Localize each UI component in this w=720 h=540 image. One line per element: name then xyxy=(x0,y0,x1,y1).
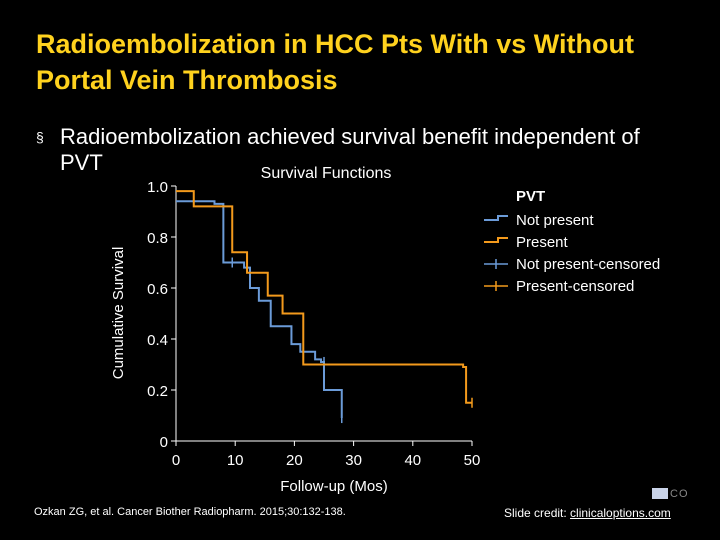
slide-title: Radioembolization in HCC Pts With vs Wit… xyxy=(36,29,634,95)
bullet-text: Radioembolization achieved survival bene… xyxy=(60,124,640,175)
x-axis-label: Follow-up (Mos) xyxy=(280,478,388,495)
legend-label: Not present xyxy=(516,212,594,229)
series-line xyxy=(176,190,472,404)
bullet-point: § Radioembolization achieved survival ben… xyxy=(36,124,696,176)
legend-title: PVT xyxy=(516,188,545,205)
credit-link[interactable]: clinicaloptions.com xyxy=(570,506,671,520)
y-tick-label: 0 xyxy=(160,434,168,451)
y-tick-label: 0.4 xyxy=(147,332,168,349)
y-tick-label: 0.8 xyxy=(147,230,168,247)
series-line xyxy=(176,200,343,419)
x-tick-label: 50 xyxy=(464,452,481,469)
chart-title: Survival Functions xyxy=(261,165,392,182)
citation: Ozkan ZG, et al. Cancer Biother Radiopha… xyxy=(34,506,346,518)
x-tick-label: 10 xyxy=(227,452,244,469)
co-logo: CO xyxy=(652,488,698,500)
legend-label: Present xyxy=(516,234,569,251)
y-axis-label: Cumulative Survival xyxy=(110,247,127,380)
legend-swatch xyxy=(484,237,508,243)
y-tick-label: 1.0 xyxy=(147,179,168,196)
legend-swatch xyxy=(484,215,508,221)
x-tick-label: 40 xyxy=(404,452,421,469)
chart-marks xyxy=(176,190,473,424)
legend-label: Not present-censored xyxy=(516,256,660,273)
x-tick-label: 30 xyxy=(345,452,362,469)
credit-prefix: Slide credit: xyxy=(504,506,571,520)
chart-axes: Survival Functions 0 0.2 0.4 0.6 0.8 1.0 0 10 20 3… xyxy=(110,165,480,495)
y-tick-label: 0.6 xyxy=(147,281,168,298)
logo-text: CO xyxy=(670,488,689,500)
bullet-icon: § xyxy=(36,129,44,145)
logo-square-icon xyxy=(652,488,668,499)
slide-credit: Slide credit: clinicaloptions.com xyxy=(504,506,671,520)
x-tick-label: 20 xyxy=(286,452,303,469)
chart-legend: PVT Not present Present Not present-censore… xyxy=(484,188,660,295)
legend-label: Present-censored xyxy=(516,278,634,295)
x-tick-label: 0 xyxy=(172,452,180,469)
y-tick-label: 0.2 xyxy=(147,383,168,400)
